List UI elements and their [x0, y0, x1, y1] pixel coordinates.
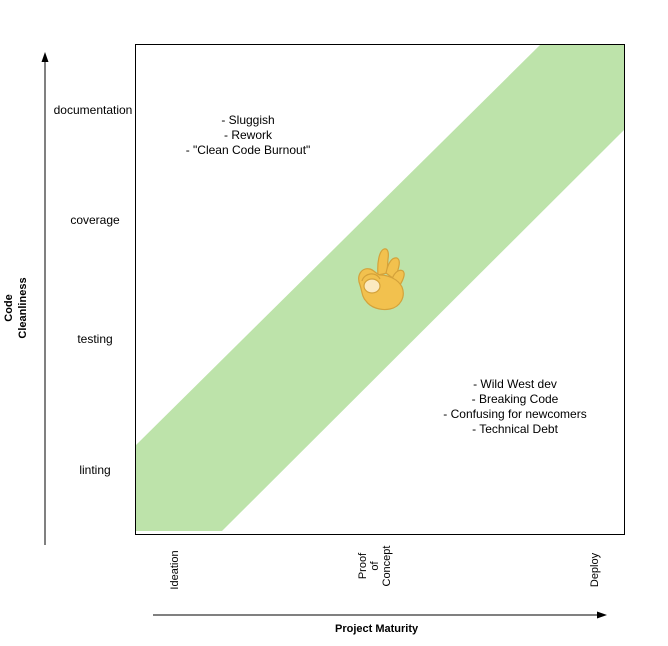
- note-bottom-right-line: - Confusing for newcomers: [443, 407, 587, 421]
- x-tick-poc-line2: of: [369, 561, 381, 571]
- y-level-coverage: coverage: [70, 213, 120, 227]
- ok-hand-icon: [358, 248, 405, 311]
- note-top-left-line: - Sluggish: [221, 113, 275, 127]
- y-axis-title-line2: Cleanliness: [17, 277, 29, 339]
- note-top-left-line: - Rework: [223, 128, 272, 142]
- note-bottom-right-line: - Wild West dev: [473, 377, 557, 391]
- y-axis-title: Code Cleanliness: [2, 268, 30, 348]
- x-tick-deploy: Deploy: [589, 545, 603, 595]
- x-tick-proof-of-concept: Proof of Concept: [357, 541, 399, 591]
- y-level-documentation: documentation: [53, 103, 133, 117]
- x-tick-poc-line1: Proof: [357, 552, 369, 580]
- y-axis-title-line1: Code: [3, 294, 15, 322]
- x-tick-poc-line3: Concept: [381, 545, 393, 587]
- y-level-testing: testing: [77, 332, 113, 346]
- x-axis-title: Project Maturity: [335, 623, 419, 635]
- x-tick-ideation-line: Ideation: [169, 550, 181, 590]
- note-bottom-right: - Wild West dev - Breaking Code - Confus…: [435, 377, 595, 437]
- note-top-left-line: - "Clean Code Burnout": [185, 143, 311, 157]
- x-tick-ideation: Ideation: [169, 540, 183, 600]
- plot-frame: [135, 44, 625, 535]
- note-top-left: - Sluggish - Rework - "Clean Code Burnou…: [178, 113, 318, 158]
- y-level-linting: linting: [79, 463, 111, 477]
- note-bottom-right-line: - Technical Debt: [472, 422, 558, 436]
- y-axis-arrowhead: [41, 52, 49, 62]
- note-bottom-right-line: - Breaking Code: [471, 392, 559, 406]
- x-axis-arrowhead: [597, 611, 607, 619]
- x-tick-deploy-line: Deploy: [589, 552, 601, 588]
